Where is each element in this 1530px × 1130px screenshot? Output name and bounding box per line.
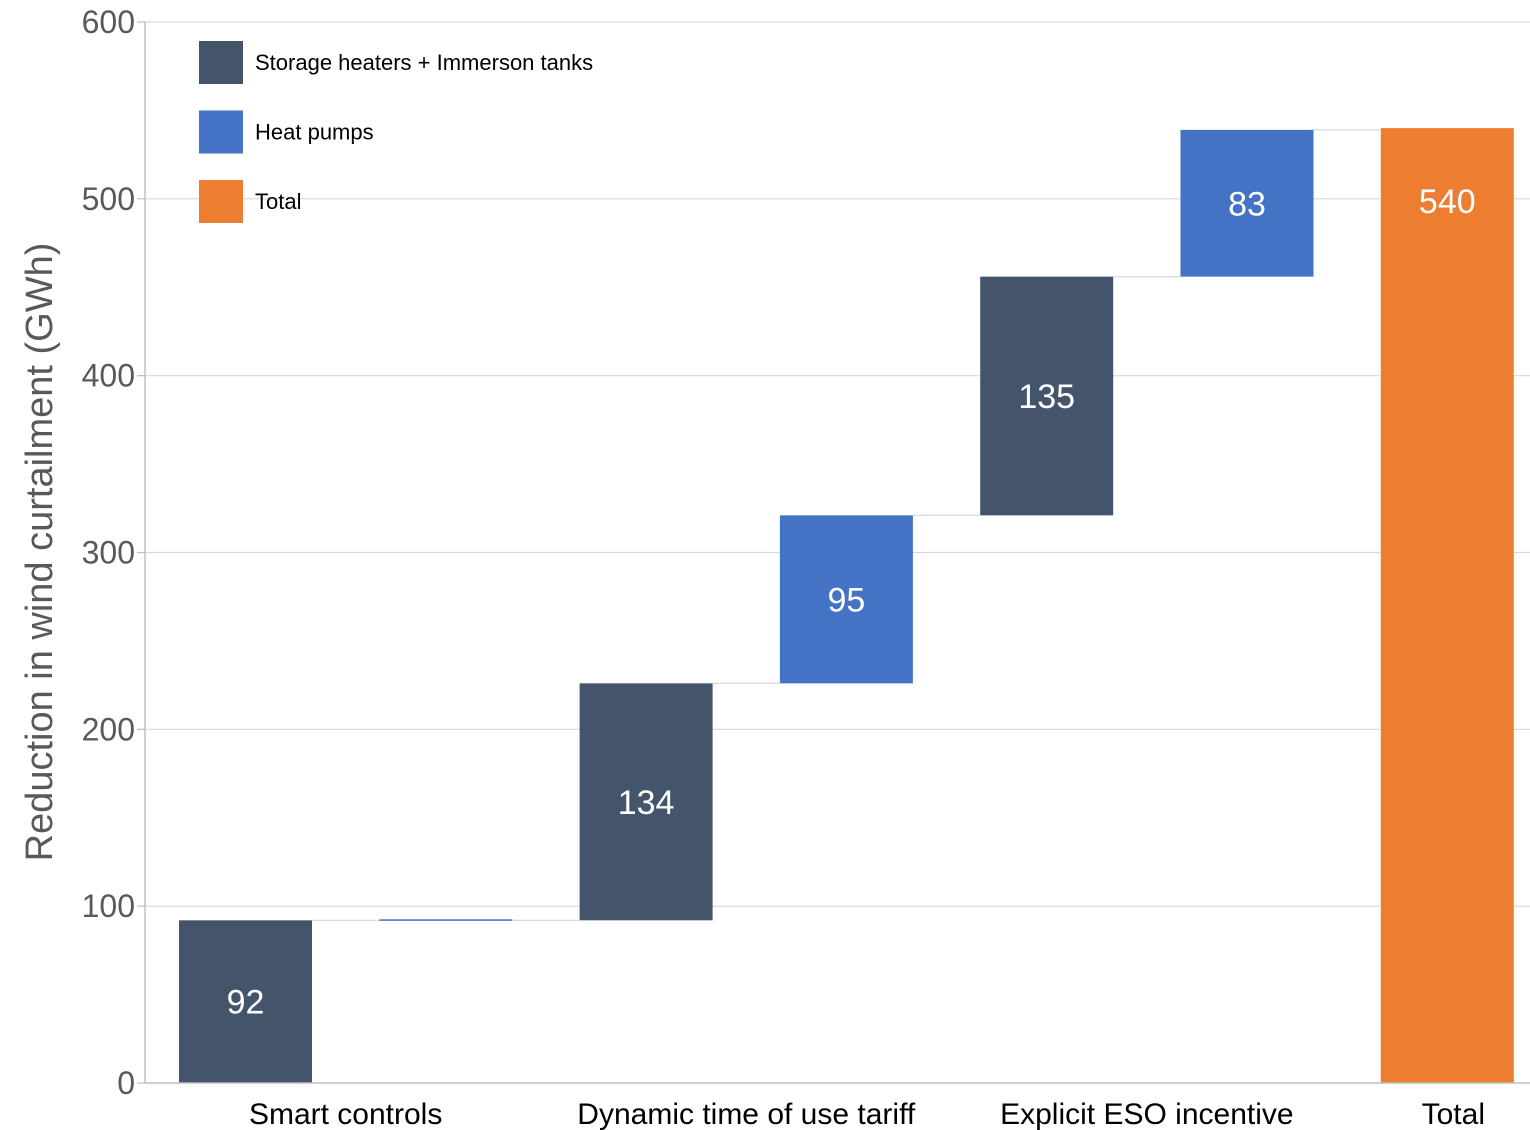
legend-label: Storage heaters + Immerson tanks (255, 50, 593, 75)
legend-label: Heat pumps (255, 120, 374, 145)
legend-swatch (199, 110, 243, 154)
y-tick-label: 200 (82, 711, 135, 747)
y-tick-label: 400 (82, 358, 135, 394)
bar-value-label: 95 (827, 581, 865, 619)
y-tick-label: 600 (82, 4, 135, 40)
legend-swatch (199, 180, 243, 223)
axes: 0 100 200 300 400 500 600 Smart controls Dynamic… (82, 4, 1530, 1130)
gridlines (145, 21, 1530, 907)
data-labels: 92 134 95 135 83 540 (227, 183, 1476, 1022)
y-tick-label: 500 (82, 181, 135, 217)
y-tick-label: 300 (82, 535, 135, 571)
bar (1380, 128, 1514, 1084)
bar-value-label: 83 (1228, 185, 1266, 223)
bar (179, 920, 312, 1083)
bars (179, 128, 1514, 1084)
x-category-label: Smart controls (249, 1098, 442, 1130)
connector-lines (312, 129, 1381, 921)
legend-label: Total (255, 189, 301, 214)
bar (980, 276, 1114, 516)
y-axis-title: Reduction in wind curtailment (GWh) (19, 243, 61, 862)
bar-value-label: 134 (618, 784, 675, 822)
bar-value-label: 540 (1419, 183, 1476, 221)
bar-value-label: 92 (227, 984, 265, 1022)
bar (779, 515, 913, 684)
bar (1180, 129, 1314, 277)
x-category-label: Total (1422, 1098, 1485, 1130)
y-tick-label: 0 (117, 1065, 135, 1101)
y-tick-label: 100 (82, 888, 135, 924)
bar-value-label: 135 (1018, 378, 1075, 416)
bar (579, 683, 713, 921)
legend: Storage heaters + Immerson tanks Heat pum… (199, 41, 593, 223)
bar (379, 919, 513, 921)
x-category-label: Dynamic time of use tariff (577, 1098, 916, 1130)
x-category-label: Explicit ESO incentive (1000, 1098, 1293, 1130)
legend-swatch (199, 41, 243, 84)
